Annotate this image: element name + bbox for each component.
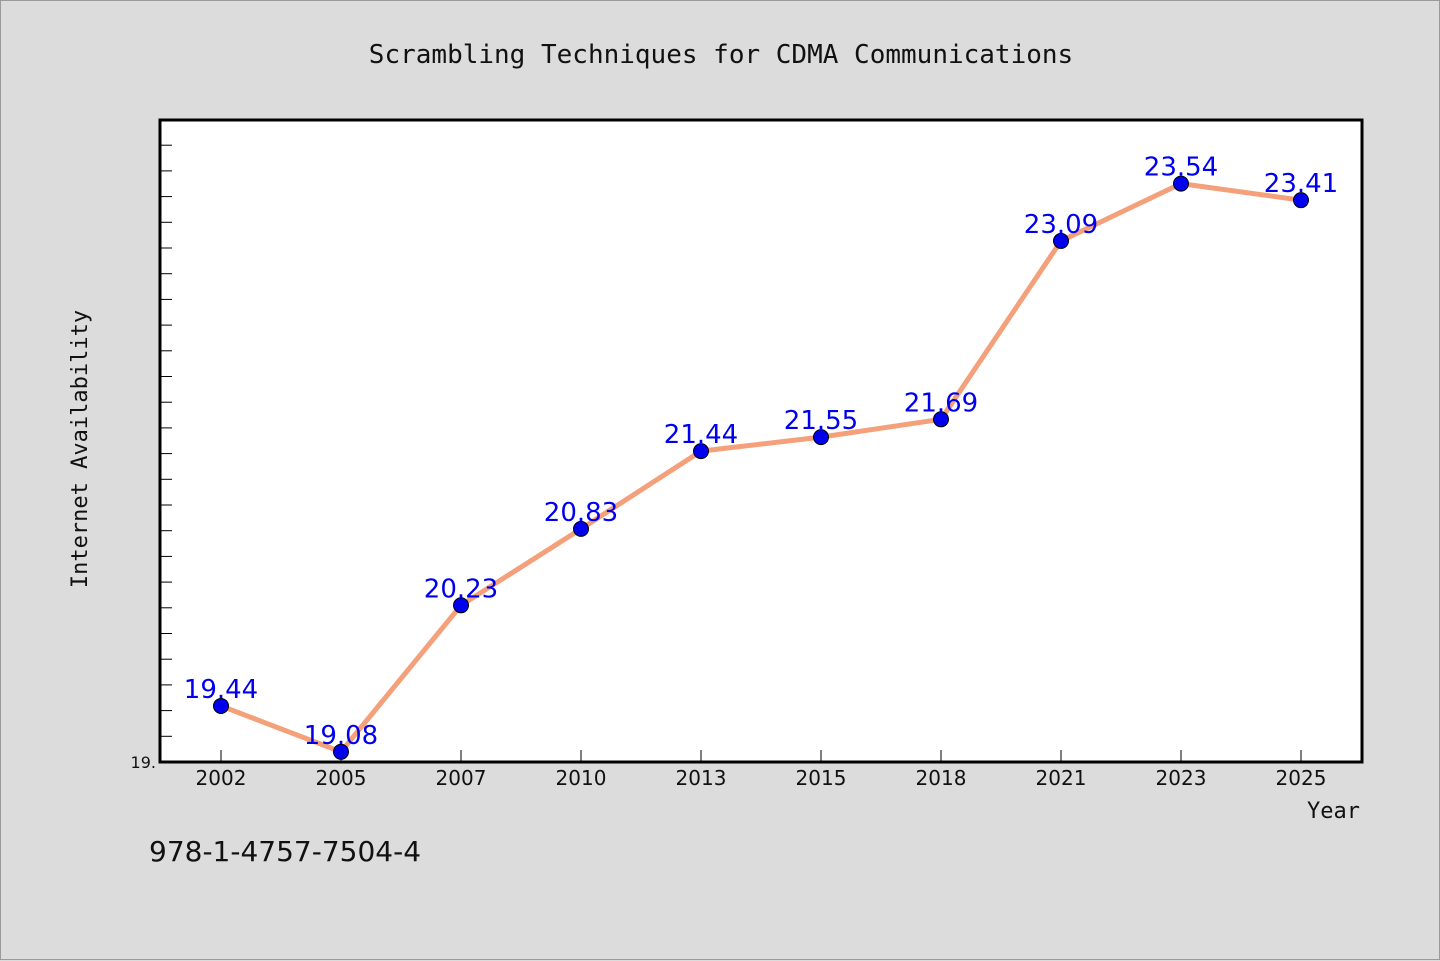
x-tick-label: 2010 [556,766,607,790]
data-label: 20.83 [544,498,618,528]
isbn-caption: 978-1-4757-7504-4 [149,835,422,868]
x-tick-label: 2002 [196,766,247,790]
plot-area [158,118,1364,764]
x-tick-label: 2025 [1276,766,1327,790]
y-axis-ticks: 19. [131,144,172,772]
data-point [453,597,469,614]
x-axis-label: Year [1307,799,1360,824]
chart-title: Scrambling Techniques for CDMA Communica… [369,40,1073,70]
x-tick-label: 2013 [676,766,727,790]
data-point [213,697,229,714]
x-tick-label: 2018 [916,766,967,790]
data-point [813,429,829,446]
data-point [933,411,949,428]
data-point [693,443,709,460]
x-tick-label: 2007 [436,766,487,790]
data-point [1173,175,1189,192]
series-line [220,181,1302,755]
data-label: 21.69 [904,388,978,418]
data-point [1053,232,1069,249]
x-tick-label: 2023 [1156,766,1207,790]
data-label: 23.41 [1264,169,1338,199]
data-label: 20.23 [424,574,498,604]
data-point [1293,192,1309,209]
data-label: 23.54 [1144,153,1218,183]
x-tick-label: 2021 [1036,766,1087,790]
y-axis-label: Internet Availability [68,310,93,588]
data-label: 19.44 [184,675,258,705]
series-group: 19.44 19.08 20.23 20.83 21.44 21.55 21.69 23.09… [184,153,1338,760]
data-point [573,520,589,537]
data-label: 19.08 [304,721,378,751]
x-axis: 2002 2005 2007 2010 2013 2015 2018 2021 2023 2025 [196,750,1327,790]
data-label: 21.55 [784,406,858,436]
x-tick-label: 2005 [316,766,367,790]
x-tick-label: 2015 [796,766,847,790]
data-point [333,743,349,760]
data-label: 21.44 [664,420,738,450]
y-tick-label: 19. [131,753,156,772]
data-label: 23.09 [1024,210,1098,240]
